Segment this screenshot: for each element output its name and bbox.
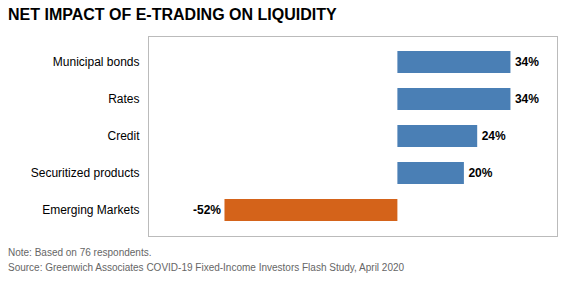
svg-text:Rates: Rates <box>108 92 139 106</box>
svg-text:20%: 20% <box>468 166 492 180</box>
svg-text:24%: 24% <box>482 129 506 143</box>
svg-text:Emerging Markets: Emerging Markets <box>42 203 139 217</box>
svg-text:34%: 34% <box>515 92 539 106</box>
svg-text:-52%: -52% <box>193 203 221 217</box>
html-text:Source: Greenwich Associates C: Source: Greenwich Associates COVID-19 Fi… <box>8 261 405 273</box>
svg-text:34%: 34% <box>515 55 539 69</box>
svg-text:Credit: Credit <box>107 129 140 143</box>
svg-text:Municipal bonds: Municipal bonds <box>53 55 140 69</box>
svg-text:Securitized products: Securitized products <box>31 166 140 180</box>
html-text:NET IMPACT OF E-TRADING ON LIQ: NET IMPACT OF E-TRADING ON LIQUIDITY <box>8 6 337 23</box>
html-text:Note: Based on 76 respondents.: Note: Based on 76 respondents. <box>8 247 152 258</box>
